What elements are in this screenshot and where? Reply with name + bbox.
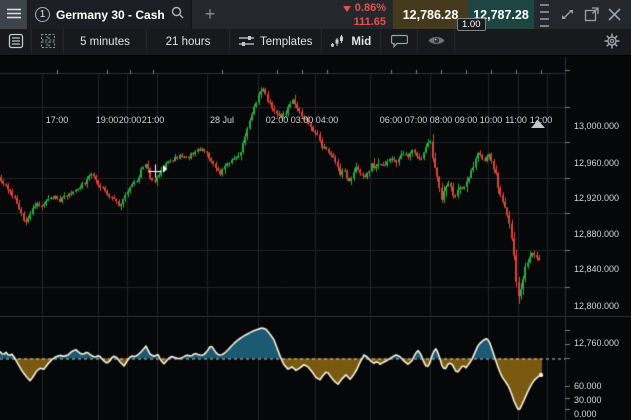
time-tick-label: 09:00 [454,115,478,125]
oscillator-tick-label: 0.000 [574,409,597,419]
price-tick-label: 12,840.000 [574,264,620,274]
price-type-select[interactable]: Mid [322,29,382,55]
time-tick-label: 21:00 [141,115,165,125]
time-tick-label: 11:00 [505,115,527,125]
timeframe-select[interactable]: 5 minutes [64,29,147,55]
time-tick-label: 02:00 [265,115,289,125]
tab-number-badge: 1 [35,7,50,22]
list-box-icon [8,33,24,52]
expand-icon[interactable] [560,7,575,22]
close-icon[interactable] [608,8,621,21]
menu-button[interactable] [0,0,28,29]
price-tick-label: 12,960.000 [574,158,620,168]
topbar-spacer [228,0,343,29]
change-percent: 0.86% [354,1,386,14]
annotation-button[interactable] [381,29,419,55]
time-tick-label: 28 Jul [209,115,235,125]
triangle-down-icon [342,5,351,16]
time-tick-label: 20:00 [118,115,142,125]
price-tick-label: 12,920.000 [574,193,620,203]
chart-area: 17:00 19:00 20:00 21:00 28 Jul 02:00 03:00 04:0… [0,56,631,420]
time-tick-label: 07:00 [404,115,428,125]
window-controls [534,0,631,29]
sell-price-button[interactable]: 12,786.28 [393,0,468,29]
oscillator-tick-label: 30.000 [574,395,602,405]
price-change: 0.86% 111.65 [342,0,393,29]
time-tick-label: 06:00 [379,115,403,125]
time-tick-label: 17:00 [45,115,69,125]
settings-button[interactable] [593,29,631,55]
time-tick-label: 19:00 [95,115,119,125]
speech-bubble-icon [390,34,408,51]
top-bar: 1 Germany 30 - Cash + 0.86% 111.65 12,78… [0,0,631,31]
chart-tab[interactable]: 1 Germany 30 - Cash [28,0,192,29]
grid-panes-icon [40,33,56,52]
latest-candle-marker-icon [531,120,545,128]
visibility-button[interactable] [418,29,456,55]
price-tick-label: 12,800.000 [574,301,620,311]
chart-toolbar: 5 minutes 21 hours Templates Mid [0,29,631,56]
time-tick-label: 10:00 [479,115,503,125]
time-tick-label: 08:00 [429,115,453,125]
sliders-icon [239,35,254,50]
gear-icon [604,33,620,52]
layout-list-button[interactable] [0,29,32,55]
time-tick-label: 03:00 [290,115,314,125]
spread-badge: 1.00 [457,18,486,31]
toolbar-spacer [455,29,593,55]
templates-button[interactable]: Templates [230,29,323,55]
instrument-title: Germany 30 - Cash [56,7,165,22]
price-tick-label: 13,000.000 [574,121,620,131]
price-tick-label: 12,880.000 [574,229,620,239]
hamburger-icon [6,6,21,24]
eye-icon [428,35,445,49]
search-icon[interactable] [171,6,184,24]
time-tick-label: 04:00 [315,115,339,125]
popout-icon[interactable] [584,7,599,22]
add-tab-button[interactable]: + [204,4,216,24]
price-ladder-icon [540,3,551,27]
templates-label: Templates [260,36,313,48]
oscillator-tick-label: 60.000 [574,381,602,391]
range-select[interactable]: 21 hours [147,29,230,55]
price-tick-label: 12,760.000 [574,338,620,348]
layout-grid-button[interactable] [32,29,64,55]
change-points: 111.65 [353,15,386,28]
candlesticks-icon [331,34,345,51]
price-type-label: Mid [351,36,372,48]
price-chart-canvas[interactable] [0,56,631,420]
